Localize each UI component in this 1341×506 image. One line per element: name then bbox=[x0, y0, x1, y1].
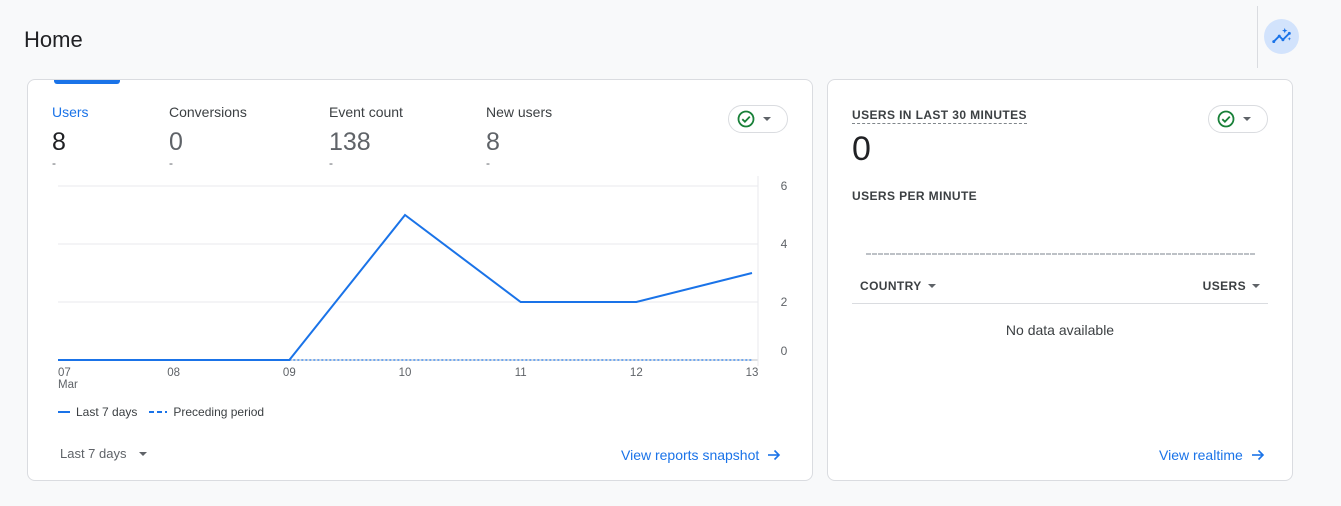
check-circle-icon bbox=[1217, 110, 1235, 128]
chevron-down-icon bbox=[927, 284, 936, 288]
realtime-subtitle: USERS PER MINUTE bbox=[852, 189, 978, 203]
x-tick-label: 10 bbox=[399, 367, 412, 379]
y-tick-label: 4 bbox=[781, 237, 788, 251]
view-realtime-link[interactable]: View realtime bbox=[1159, 447, 1265, 463]
users-line-chart: 0 2 4 6 07 08 09 10 11 12 13 Mar bbox=[58, 176, 788, 391]
arrow-right-icon bbox=[1251, 449, 1264, 461]
legend-item-previous: Preceding period bbox=[149, 405, 264, 419]
chevron-down-icon bbox=[763, 117, 771, 121]
metric-tab-new-users[interactable]: New users 8 - bbox=[486, 104, 552, 169]
metric-delta: - bbox=[52, 156, 56, 170]
metric-tab-event-count[interactable]: Event count 138 - bbox=[329, 104, 403, 169]
active-tab-indicator bbox=[54, 80, 120, 84]
page-title: Home bbox=[24, 27, 83, 52]
y-tick-label: 0 bbox=[781, 344, 788, 358]
overview-card: Users 8 - Conversions 0 - Event count 13… bbox=[27, 79, 813, 481]
x-tick-label: 07 bbox=[58, 367, 71, 379]
users-per-minute-bars bbox=[866, 253, 1256, 255]
x-tick-label: 08 bbox=[167, 367, 180, 379]
realtime-title[interactable]: USERS IN LAST 30 MINUTES bbox=[852, 108, 1027, 124]
x-tick-label: 12 bbox=[630, 367, 643, 379]
legend-item-current: Last 7 days bbox=[58, 405, 137, 419]
metric-label: New users bbox=[486, 104, 553, 120]
x-tick-label: 13 bbox=[746, 367, 759, 379]
metric-value: 8 bbox=[52, 128, 66, 156]
legend-swatch-solid bbox=[58, 411, 70, 413]
x-tick-label: 09 bbox=[283, 367, 296, 379]
metric-tab-users[interactable]: Users 8 - bbox=[52, 104, 89, 169]
metric-delta: - bbox=[486, 156, 490, 170]
users-column-header[interactable]: USERS bbox=[1203, 279, 1260, 293]
column-label: USERS bbox=[1202, 279, 1246, 293]
arrow-right-icon bbox=[768, 449, 781, 461]
empty-state-text: No data available bbox=[1005, 322, 1115, 338]
insights-sparkle-icon bbox=[1271, 27, 1291, 43]
legend-label: Last 7 days bbox=[76, 405, 138, 419]
legend-swatch-dashed bbox=[149, 411, 168, 413]
data-quality-dropdown[interactable] bbox=[728, 105, 788, 133]
metric-value: 138 bbox=[329, 128, 371, 156]
table-header: COUNTRY USERS bbox=[852, 276, 1268, 304]
chevron-down-icon bbox=[1252, 284, 1260, 288]
check-circle-icon bbox=[737, 110, 755, 128]
metric-label: Event count bbox=[329, 104, 403, 120]
country-column-header[interactable]: COUNTRY bbox=[860, 279, 936, 293]
realtime-value: 0 bbox=[852, 130, 871, 168]
chevron-down-icon bbox=[1243, 117, 1251, 121]
legend-label: Preceding period bbox=[173, 405, 265, 419]
x-tick-label: 11 bbox=[515, 367, 527, 379]
metric-tab-conversions[interactable]: Conversions 0 - bbox=[169, 104, 247, 169]
series-line-last-7-days bbox=[58, 213, 753, 361]
metric-delta: - bbox=[329, 156, 333, 170]
chevron-down-icon bbox=[138, 451, 147, 456]
y-tick-label: 6 bbox=[781, 179, 788, 193]
chart-legend: Last 7 days Preceding period bbox=[58, 405, 268, 419]
x-tick-sublabel: Mar bbox=[58, 379, 78, 391]
link-label: View reports snapshot bbox=[621, 447, 760, 463]
data-quality-dropdown[interactable] bbox=[1208, 105, 1268, 133]
metric-label: Conversions bbox=[169, 104, 247, 120]
metric-value: 8 bbox=[486, 128, 500, 156]
metric-delta: - bbox=[169, 156, 173, 170]
metric-value: 0 bbox=[169, 128, 183, 156]
link-label: View realtime bbox=[1159, 447, 1243, 463]
date-range-dropdown[interactable]: Last 7 days bbox=[60, 446, 147, 461]
realtime-card: USERS IN LAST 30 MINUTES 0 USERS PER MIN… bbox=[827, 79, 1293, 481]
insights-button[interactable] bbox=[1264, 19, 1299, 54]
header-divider bbox=[1257, 6, 1258, 68]
view-reports-snapshot-link[interactable]: View reports snapshot bbox=[621, 447, 781, 463]
metric-label: Users bbox=[52, 104, 89, 120]
y-tick-label: 2 bbox=[781, 295, 788, 309]
column-label: COUNTRY bbox=[860, 279, 922, 293]
date-range-label: Last 7 days bbox=[60, 446, 127, 461]
